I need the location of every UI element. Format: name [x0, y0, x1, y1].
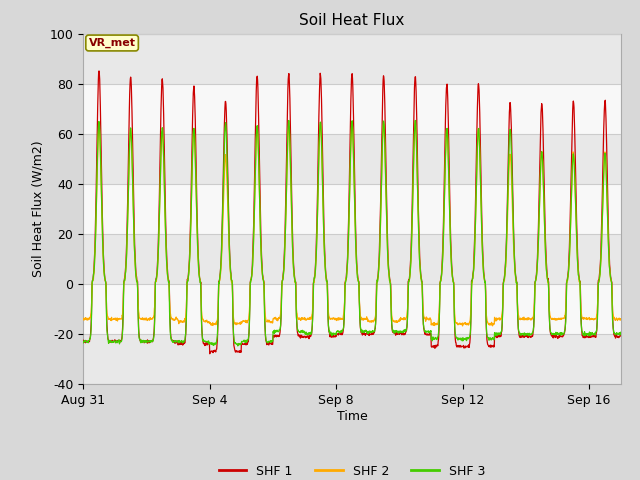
Line: SHF 3: SHF 3 [83, 120, 621, 346]
Bar [83, 184, 621, 234]
SHF 3 [412, 118, 419, 123]
SHF 1 [95, 68, 103, 74]
SHF 2 [79, 316, 87, 322]
SHF 1 [617, 331, 625, 337]
SHF 2 [198, 316, 206, 322]
SHF 2 [617, 316, 625, 322]
Bar [83, 284, 621, 334]
SHF 1 [199, 338, 207, 344]
SHF 1 [499, 281, 507, 287]
Title: Soil Heat Flux: Soil Heat Flux [300, 13, 404, 28]
Bar [83, 34, 621, 84]
Line: SHF 2: SHF 2 [83, 123, 621, 326]
SHF 3 [94, 133, 102, 139]
Line: SHF 1: SHF 1 [83, 71, 621, 354]
SHF 1 [214, 295, 222, 300]
SHF 3 [79, 340, 87, 346]
Text: VR_met: VR_met [88, 38, 136, 48]
SHF 1 [94, 89, 102, 95]
Legend: SHF 1, SHF 2, SHF 3: SHF 1, SHF 2, SHF 3 [214, 460, 490, 480]
SHF 3 [234, 343, 242, 349]
Bar [83, 234, 621, 284]
SHF 3 [499, 288, 507, 293]
SHF 2 [214, 314, 221, 320]
SHF 2 [168, 316, 175, 322]
SHF 1 [206, 351, 214, 357]
SHF 2 [412, 120, 419, 126]
SHF 3 [369, 329, 376, 335]
Y-axis label: Soil Heat Flux (W/m2): Soil Heat Flux (W/m2) [31, 141, 44, 277]
SHF 1 [369, 331, 376, 336]
X-axis label: Time: Time [337, 409, 367, 422]
SHF 3 [168, 337, 175, 343]
SHF 2 [368, 318, 376, 324]
SHF 2 [94, 137, 102, 143]
SHF 3 [198, 335, 206, 341]
Bar [83, 334, 621, 384]
SHF 3 [617, 332, 625, 337]
Bar [83, 84, 621, 134]
SHF 1 [168, 337, 176, 343]
SHF 2 [499, 290, 507, 296]
Bar [83, 134, 621, 184]
SHF 2 [459, 323, 467, 329]
SHF 1 [79, 337, 87, 343]
SHF 3 [214, 324, 221, 330]
